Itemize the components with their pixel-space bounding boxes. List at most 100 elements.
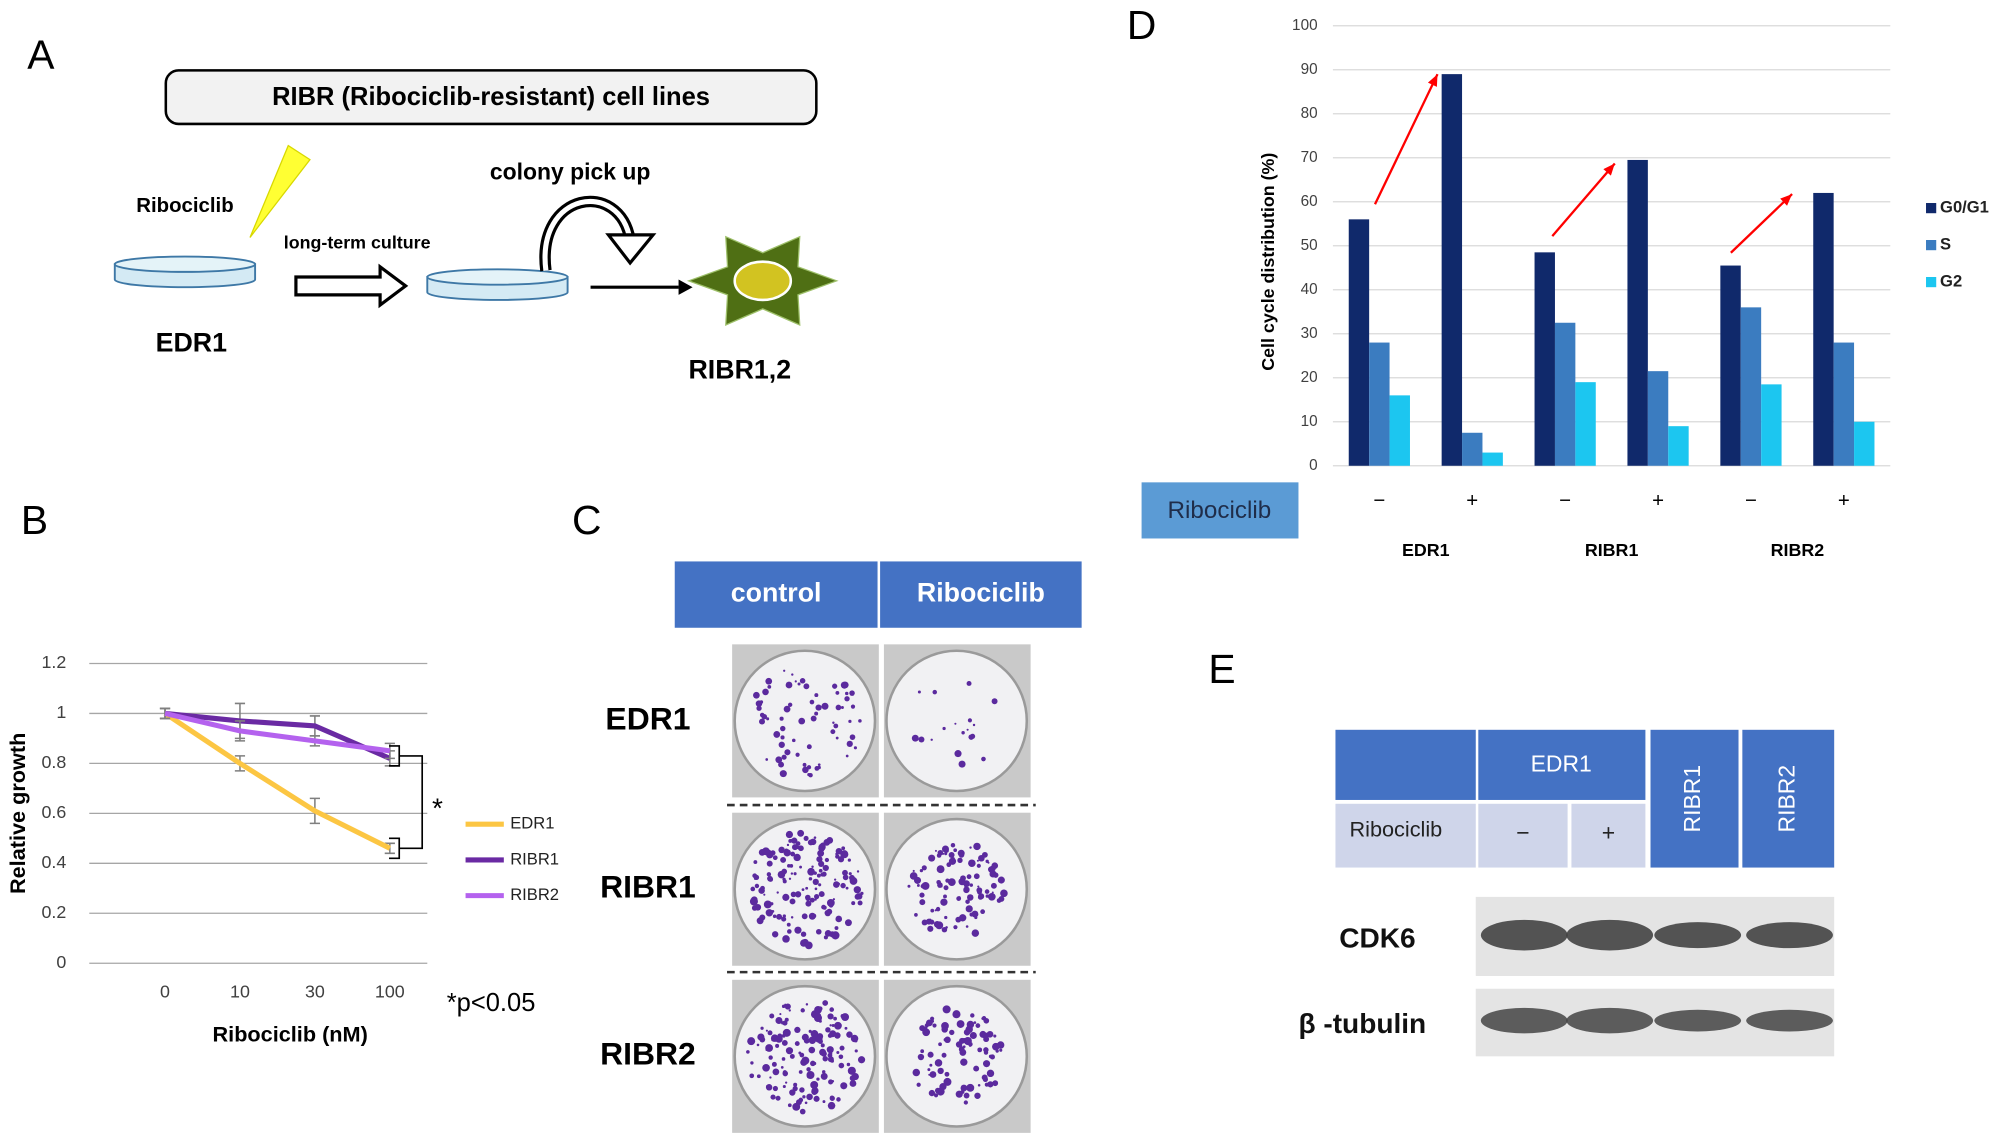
colony [779, 1013, 782, 1016]
colony [970, 863, 974, 867]
colony [835, 852, 839, 856]
colony [756, 1074, 761, 1079]
colony [941, 845, 950, 853]
colony [759, 712, 765, 718]
line [163, 711, 391, 851]
colony [828, 903, 834, 908]
colony [794, 926, 802, 934]
colony [916, 1082, 921, 1087]
colony [799, 1087, 805, 1093]
colony [935, 921, 944, 930]
colony [933, 1093, 939, 1098]
colony [815, 928, 822, 935]
colony [798, 845, 804, 852]
y-tick-label: 0 [1309, 457, 1318, 474]
colony [813, 836, 817, 839]
colony [935, 906, 941, 912]
colony [967, 718, 972, 723]
colony [927, 925, 934, 932]
colony [776, 913, 783, 920]
colony [977, 894, 984, 900]
trend-arrowhead [1603, 163, 1615, 176]
colony [779, 716, 784, 721]
colony [782, 914, 786, 918]
colony [967, 894, 972, 900]
colony [929, 919, 935, 925]
colony [786, 843, 790, 847]
colony [984, 1082, 989, 1087]
column-header: Ribociclib [917, 578, 1045, 608]
colony [836, 1097, 841, 1102]
colony [756, 917, 764, 925]
blot-band [1746, 922, 1833, 949]
table-header: RIBR1 [1679, 765, 1705, 833]
colony [974, 1092, 981, 1099]
colony [760, 885, 765, 891]
colony [821, 871, 827, 877]
x-tick-label: − [1559, 490, 1571, 512]
colony [801, 913, 808, 920]
significance-note: *p<0.05 [447, 989, 536, 1017]
colony [785, 830, 794, 839]
colony [919, 899, 926, 906]
bracket [389, 745, 424, 860]
colony [969, 883, 974, 887]
colony [793, 853, 801, 862]
colony [996, 1041, 1005, 1049]
colony [930, 908, 935, 913]
pipette [249, 144, 311, 238]
colony [835, 704, 842, 711]
colony [767, 1030, 773, 1036]
colony [806, 1093, 813, 1101]
colony [805, 1003, 809, 1006]
colony [966, 728, 969, 731]
colony [975, 1023, 981, 1028]
colony [829, 1007, 835, 1012]
table-header: RIBR2 [1773, 765, 1799, 833]
colony [826, 837, 834, 844]
colony [961, 731, 965, 735]
colony [803, 835, 809, 841]
colony [976, 859, 979, 862]
colony [808, 877, 813, 881]
colony [818, 883, 822, 887]
bar [1575, 382, 1596, 466]
row-label: Ribociclib [1168, 497, 1272, 524]
colony [766, 717, 770, 721]
colony [965, 925, 969, 928]
colony [913, 876, 922, 884]
colony [848, 719, 852, 723]
plate [885, 984, 1029, 1128]
colony [822, 1100, 826, 1104]
colony [987, 1081, 994, 1088]
colony [934, 849, 937, 852]
colony [958, 760, 966, 768]
colony [829, 1024, 832, 1027]
colony [805, 886, 809, 890]
legend-label: RIBR1 [510, 849, 559, 868]
colony [943, 894, 947, 899]
colony [772, 1085, 778, 1092]
trend-arrow [1551, 162, 1616, 237]
colony [907, 884, 911, 888]
colony [930, 738, 933, 741]
bar [1534, 252, 1555, 466]
colony [835, 690, 840, 695]
legend-swatch [1926, 240, 1937, 251]
colony [850, 1034, 859, 1043]
colony [929, 1063, 933, 1067]
colony [972, 723, 976, 727]
colony [969, 1031, 977, 1040]
colony [965, 905, 973, 913]
colony [760, 1026, 764, 1030]
blot-label: β -tubulin [1298, 1008, 1426, 1039]
colony [958, 852, 965, 858]
table-header: EDR1 [1531, 751, 1592, 777]
colony [785, 1047, 794, 1055]
colony [844, 696, 850, 702]
colony [842, 869, 848, 876]
colony [782, 1070, 787, 1075]
bar [1740, 307, 1762, 466]
blot-band [1566, 919, 1654, 951]
colony [989, 1054, 995, 1060]
